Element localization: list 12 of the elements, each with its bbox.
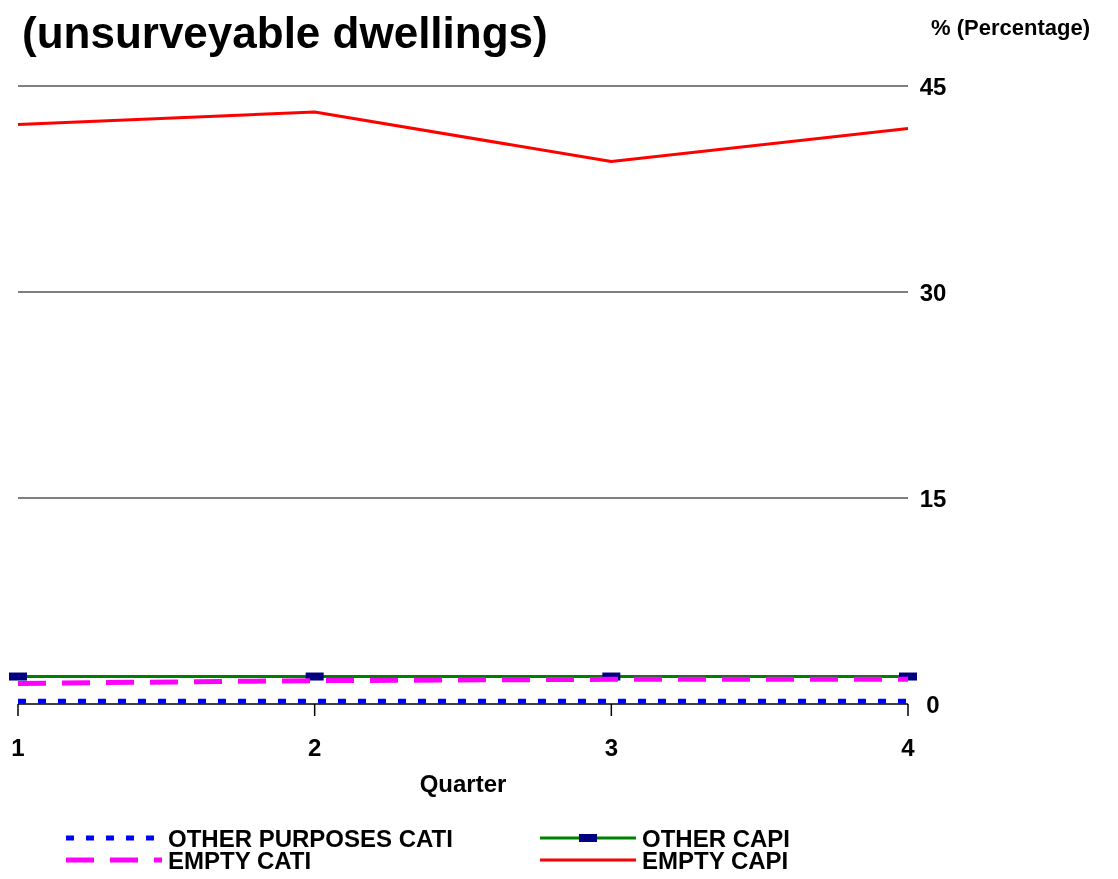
x-tick-label: 4: [901, 734, 916, 761]
y-axis-title: % (Percentage): [931, 15, 1090, 40]
x-tick-label: 3: [604, 734, 619, 761]
x-tick-label: 1: [11, 734, 25, 761]
line-series: [16, 110, 910, 164]
y-tick-label: 15: [919, 485, 947, 512]
y-tick-label: 30: [919, 279, 947, 306]
x-tick-label: 2: [307, 734, 322, 761]
y-tick-label: 45: [919, 73, 947, 100]
chart-title: (unsurveyable dwellings): [22, 8, 548, 57]
y-tick-label: 0: [926, 691, 940, 718]
x-axis-title: Quarter: [419, 770, 507, 797]
